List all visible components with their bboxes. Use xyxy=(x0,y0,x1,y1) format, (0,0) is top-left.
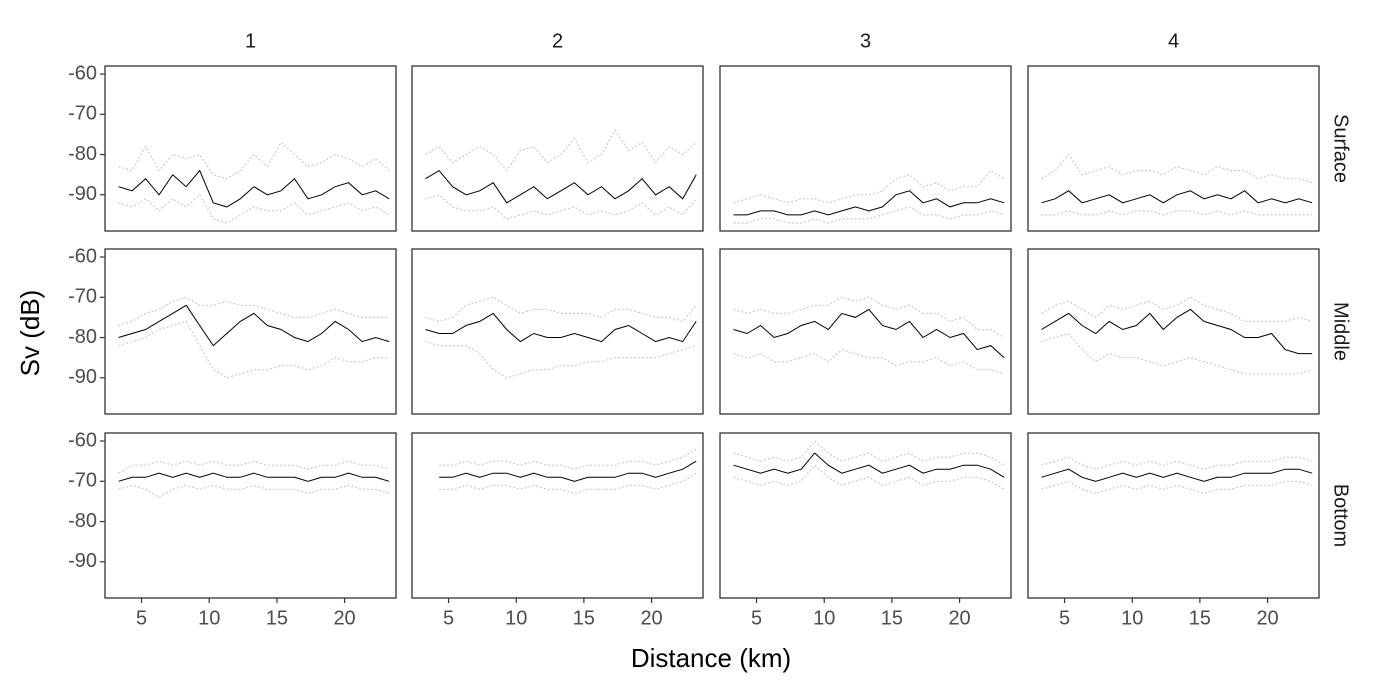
y-tick-label: -60 xyxy=(68,429,97,451)
line xyxy=(118,193,390,224)
line xyxy=(118,484,390,499)
y-tick-label: -80 xyxy=(68,143,97,165)
line xyxy=(1041,308,1313,355)
panel-border xyxy=(104,432,397,599)
line xyxy=(118,472,390,482)
line xyxy=(118,169,390,208)
line xyxy=(118,304,390,347)
x-tick-label: 15 xyxy=(881,607,903,629)
y-tick-label: -70 xyxy=(68,103,97,125)
x-tick-label: 20 xyxy=(640,607,662,629)
y-axis-title: Sv (dB) xyxy=(15,290,45,377)
x-tick-label: 10 xyxy=(198,607,220,629)
line xyxy=(1041,480,1313,495)
row-label: Middle xyxy=(1330,302,1352,361)
y-tick-label: -80 xyxy=(68,510,97,532)
line xyxy=(733,296,1005,339)
line xyxy=(733,440,1005,466)
x-tick-label: 20 xyxy=(333,607,355,629)
x-tick-label: 20 xyxy=(948,607,970,629)
line xyxy=(118,296,390,327)
y-tick-label: -70 xyxy=(68,286,97,308)
panel-border xyxy=(104,248,397,415)
y-tick-label: -90 xyxy=(68,366,97,388)
line xyxy=(733,464,1005,490)
line xyxy=(425,169,697,204)
panel-border xyxy=(719,432,1012,599)
y-tick-label: -60 xyxy=(68,62,97,84)
line xyxy=(1041,210,1313,216)
panel-border xyxy=(411,432,704,599)
line xyxy=(118,320,390,379)
line xyxy=(425,341,697,379)
x-tick-label: 5 xyxy=(751,607,762,629)
column-label: 3 xyxy=(860,30,871,52)
x-tick-label: 10 xyxy=(813,607,835,629)
panel-border xyxy=(411,248,704,415)
line xyxy=(733,206,1005,224)
line xyxy=(118,141,390,180)
line xyxy=(439,448,697,470)
y-tick-label: -80 xyxy=(68,326,97,348)
line xyxy=(425,129,697,172)
x-axis-title: Distance (km) xyxy=(631,643,791,673)
line xyxy=(1041,468,1313,482)
line xyxy=(1041,456,1313,470)
x-tick-label: 20 xyxy=(1256,607,1278,629)
column-label: 1 xyxy=(245,30,256,52)
line xyxy=(425,296,697,323)
line xyxy=(1041,190,1313,204)
panel-border xyxy=(411,65,704,232)
panel-border xyxy=(719,248,1012,415)
line xyxy=(439,472,697,495)
panel-border xyxy=(719,65,1012,232)
line xyxy=(733,190,1005,216)
x-tick-label: 5 xyxy=(443,607,454,629)
panel-border xyxy=(1027,65,1320,232)
line xyxy=(733,169,1005,204)
y-tick-label: -90 xyxy=(68,550,97,572)
x-tick-label: 15 xyxy=(1189,607,1211,629)
x-tick-label: 15 xyxy=(266,607,288,629)
line xyxy=(1041,296,1313,322)
line xyxy=(733,452,1005,478)
x-tick-label: 10 xyxy=(1121,607,1143,629)
panel-border xyxy=(1027,432,1320,599)
line xyxy=(1041,153,1313,184)
line xyxy=(733,348,1005,375)
column-label: 2 xyxy=(552,30,563,52)
panel-border xyxy=(104,65,397,232)
y-tick-label: -90 xyxy=(68,183,97,205)
x-tick-label: 5 xyxy=(1059,607,1070,629)
line xyxy=(1041,332,1313,375)
line xyxy=(439,460,697,482)
y-tick-label: -70 xyxy=(68,470,97,492)
line xyxy=(425,312,697,343)
line xyxy=(118,460,390,474)
row-label: Bottom xyxy=(1330,484,1352,547)
x-tick-label: 10 xyxy=(505,607,527,629)
y-tick-label: -60 xyxy=(68,245,97,267)
panel-border xyxy=(1027,248,1320,415)
line xyxy=(425,194,697,220)
row-label: Surface xyxy=(1330,114,1352,183)
x-tick-label: 5 xyxy=(136,607,147,629)
column-label: 4 xyxy=(1168,30,1179,52)
line xyxy=(733,308,1005,359)
x-tick-label: 15 xyxy=(573,607,595,629)
